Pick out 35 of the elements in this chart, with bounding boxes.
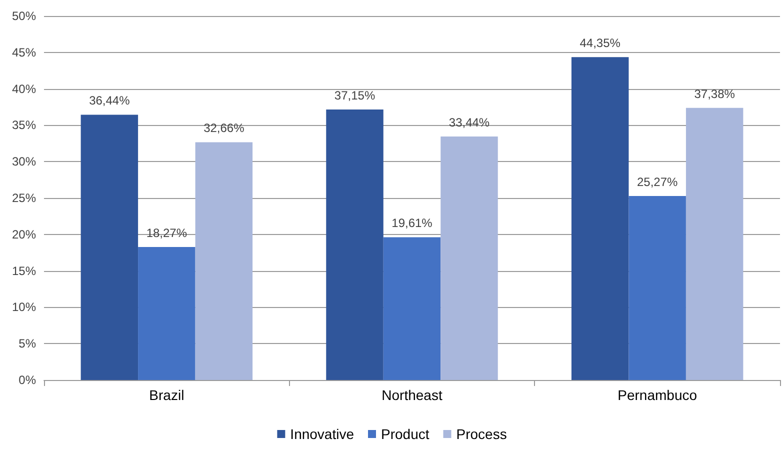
bar: [628, 196, 686, 380]
data-label: 32,66%: [204, 121, 245, 136]
y-tick-label: 0%: [18, 373, 36, 387]
data-label: 37,38%: [694, 86, 736, 101]
y-tick-label: 15%: [12, 264, 36, 278]
bar: [686, 108, 744, 380]
data-label: 36,44%: [89, 94, 130, 108]
legend-label: Innovative: [290, 426, 354, 442]
data-label: 44,35%: [580, 36, 621, 50]
bar: [195, 142, 253, 380]
bar: [80, 114, 138, 380]
bar: [383, 237, 441, 380]
bar: [326, 110, 384, 380]
y-tick-label: 25%: [12, 191, 36, 205]
bar: [138, 246, 196, 380]
data-label: 25,27%: [636, 175, 678, 190]
y-tick-label: 45%: [12, 45, 36, 60]
y-tick-label: 20%: [12, 227, 36, 242]
x-tick-label: Pernambuco: [618, 387, 698, 403]
y-tick-label: 10%: [12, 300, 36, 314]
data-label: 19,61%: [392, 216, 433, 230]
data-label: 33,44%: [448, 116, 490, 130]
y-tick-label: 5%: [18, 336, 36, 351]
y-tick-label: 35%: [12, 118, 36, 132]
data-label: 18,27%: [146, 226, 188, 240]
bar: [571, 57, 629, 380]
bar: [440, 136, 498, 380]
data-label: 37,15%: [334, 88, 376, 103]
x-tick-label: Brazil: [149, 387, 184, 403]
y-tick-label: 30%: [12, 154, 36, 169]
legend-label: Product: [381, 426, 430, 442]
y-tick-label: 40%: [12, 82, 36, 96]
x-tick-label: Northeast: [382, 387, 442, 403]
y-tick-label: 50%: [12, 9, 36, 23]
legend-label: Process: [456, 426, 507, 442]
